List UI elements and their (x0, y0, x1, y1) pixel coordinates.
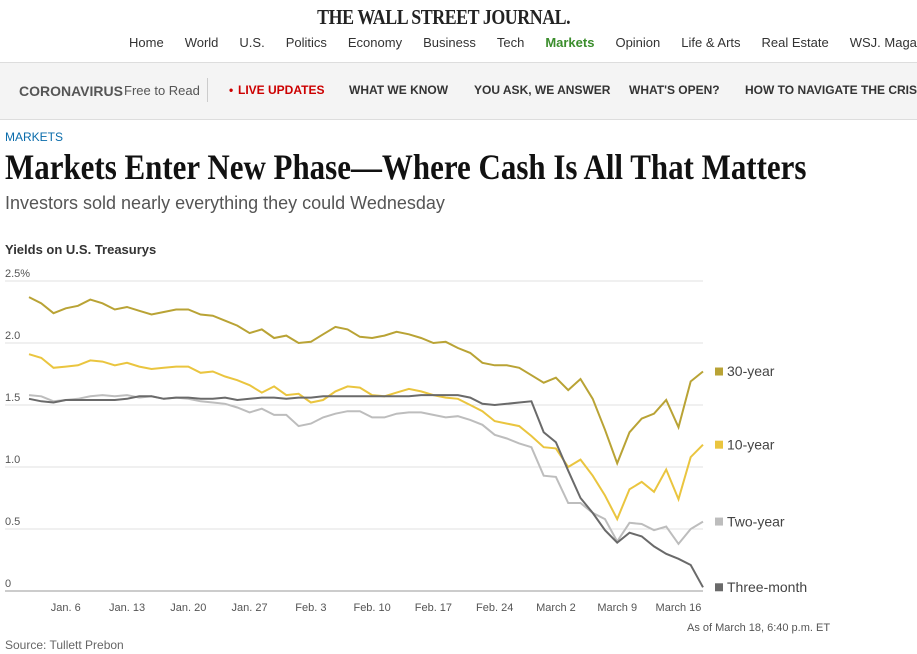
x-tick-label: Feb. 24 (476, 602, 513, 614)
y-tick-label: 2.0 (5, 330, 20, 342)
nav-link[interactable]: Life & Arts (681, 35, 741, 50)
nav-link[interactable]: Home (129, 35, 164, 50)
x-tick-label: Feb. 3 (295, 602, 326, 614)
subnav-tag: Free to Read (124, 83, 200, 98)
series-line (28, 353, 704, 522)
y-tick-label: 0.5 (5, 516, 20, 528)
series-line (28, 296, 704, 467)
y-tick-label: 2.5% (5, 268, 30, 280)
x-tick-label: March 9 (597, 602, 637, 614)
series-line (28, 394, 704, 588)
nav-link[interactable]: Markets (545, 35, 595, 50)
legend-swatch (715, 583, 723, 592)
legend-swatch (715, 367, 723, 376)
series-line (28, 394, 704, 546)
nav-link[interactable]: Economy (347, 35, 403, 50)
subnav-band (0, 62, 917, 120)
masthead[interactable]: THE WALL STREET JOURNAL. (317, 5, 571, 29)
nav-link[interactable]: Tech (496, 35, 525, 50)
x-tick-label: Jan. 13 (109, 602, 145, 614)
legend-swatch (715, 440, 723, 449)
nav-link[interactable]: Opinion (615, 35, 661, 50)
subnav-link[interactable]: YOU ASK, WE ANSWER (474, 83, 611, 97)
nav-link[interactable]: Real Estate (761, 35, 829, 50)
chart-title: Yields on U.S. Treasurys (5, 242, 157, 257)
live-updates[interactable]: LIVE UPDATES (238, 83, 325, 97)
dek: Investors sold nearly everything they co… (5, 193, 445, 213)
y-tick-label: 0 (5, 578, 11, 590)
subnav-label[interactable]: CORONAVIRUS (19, 83, 123, 99)
y-tick-label: 1.5 (5, 392, 20, 404)
chart-note: As of March 18, 6:40 p.m. ET (687, 622, 831, 634)
subnav-link[interactable]: WHAT WE KNOW (349, 83, 449, 97)
divider (207, 78, 208, 102)
nav-link[interactable]: WSJ. Magazine (849, 35, 917, 50)
x-tick-label: March 2 (536, 602, 576, 614)
x-tick-label: Feb. 10 (353, 602, 390, 614)
x-tick-label: March 16 (656, 602, 702, 614)
x-tick-label: Feb. 17 (415, 602, 452, 614)
x-tick-label: Jan. 27 (232, 602, 268, 614)
nav-link[interactable]: World (184, 35, 219, 50)
legend-label: Three-month (727, 579, 807, 595)
legend-label: Two-year (727, 513, 785, 529)
live-dot: • (229, 83, 234, 97)
legend-swatch (715, 517, 723, 526)
nav-link[interactable]: Politics (285, 35, 327, 50)
chart-source: Source: Tullett Prebon (5, 638, 124, 652)
nav-link[interactable]: Business (423, 35, 476, 50)
x-tick-label: Jan. 20 (170, 602, 206, 614)
section-label[interactable]: MARKETS (5, 130, 64, 144)
headline: Markets Enter New Phase—Where Cash Is Al… (5, 147, 807, 187)
subnav-link[interactable]: HOW TO NAVIGATE THE CRISIS (745, 83, 917, 97)
x-tick-label: Jan. 6 (51, 602, 81, 614)
main-nav: Home World U.S. Politics Economy Business Tech… (129, 35, 917, 50)
legend-label: 30-year (727, 363, 775, 379)
subnav-link[interactable]: WHAT'S OPEN? (629, 83, 720, 97)
nav-link[interactable]: U.S. (239, 35, 265, 50)
legend-label: 10-year (727, 436, 775, 452)
y-tick-label: 1.0 (5, 454, 20, 466)
